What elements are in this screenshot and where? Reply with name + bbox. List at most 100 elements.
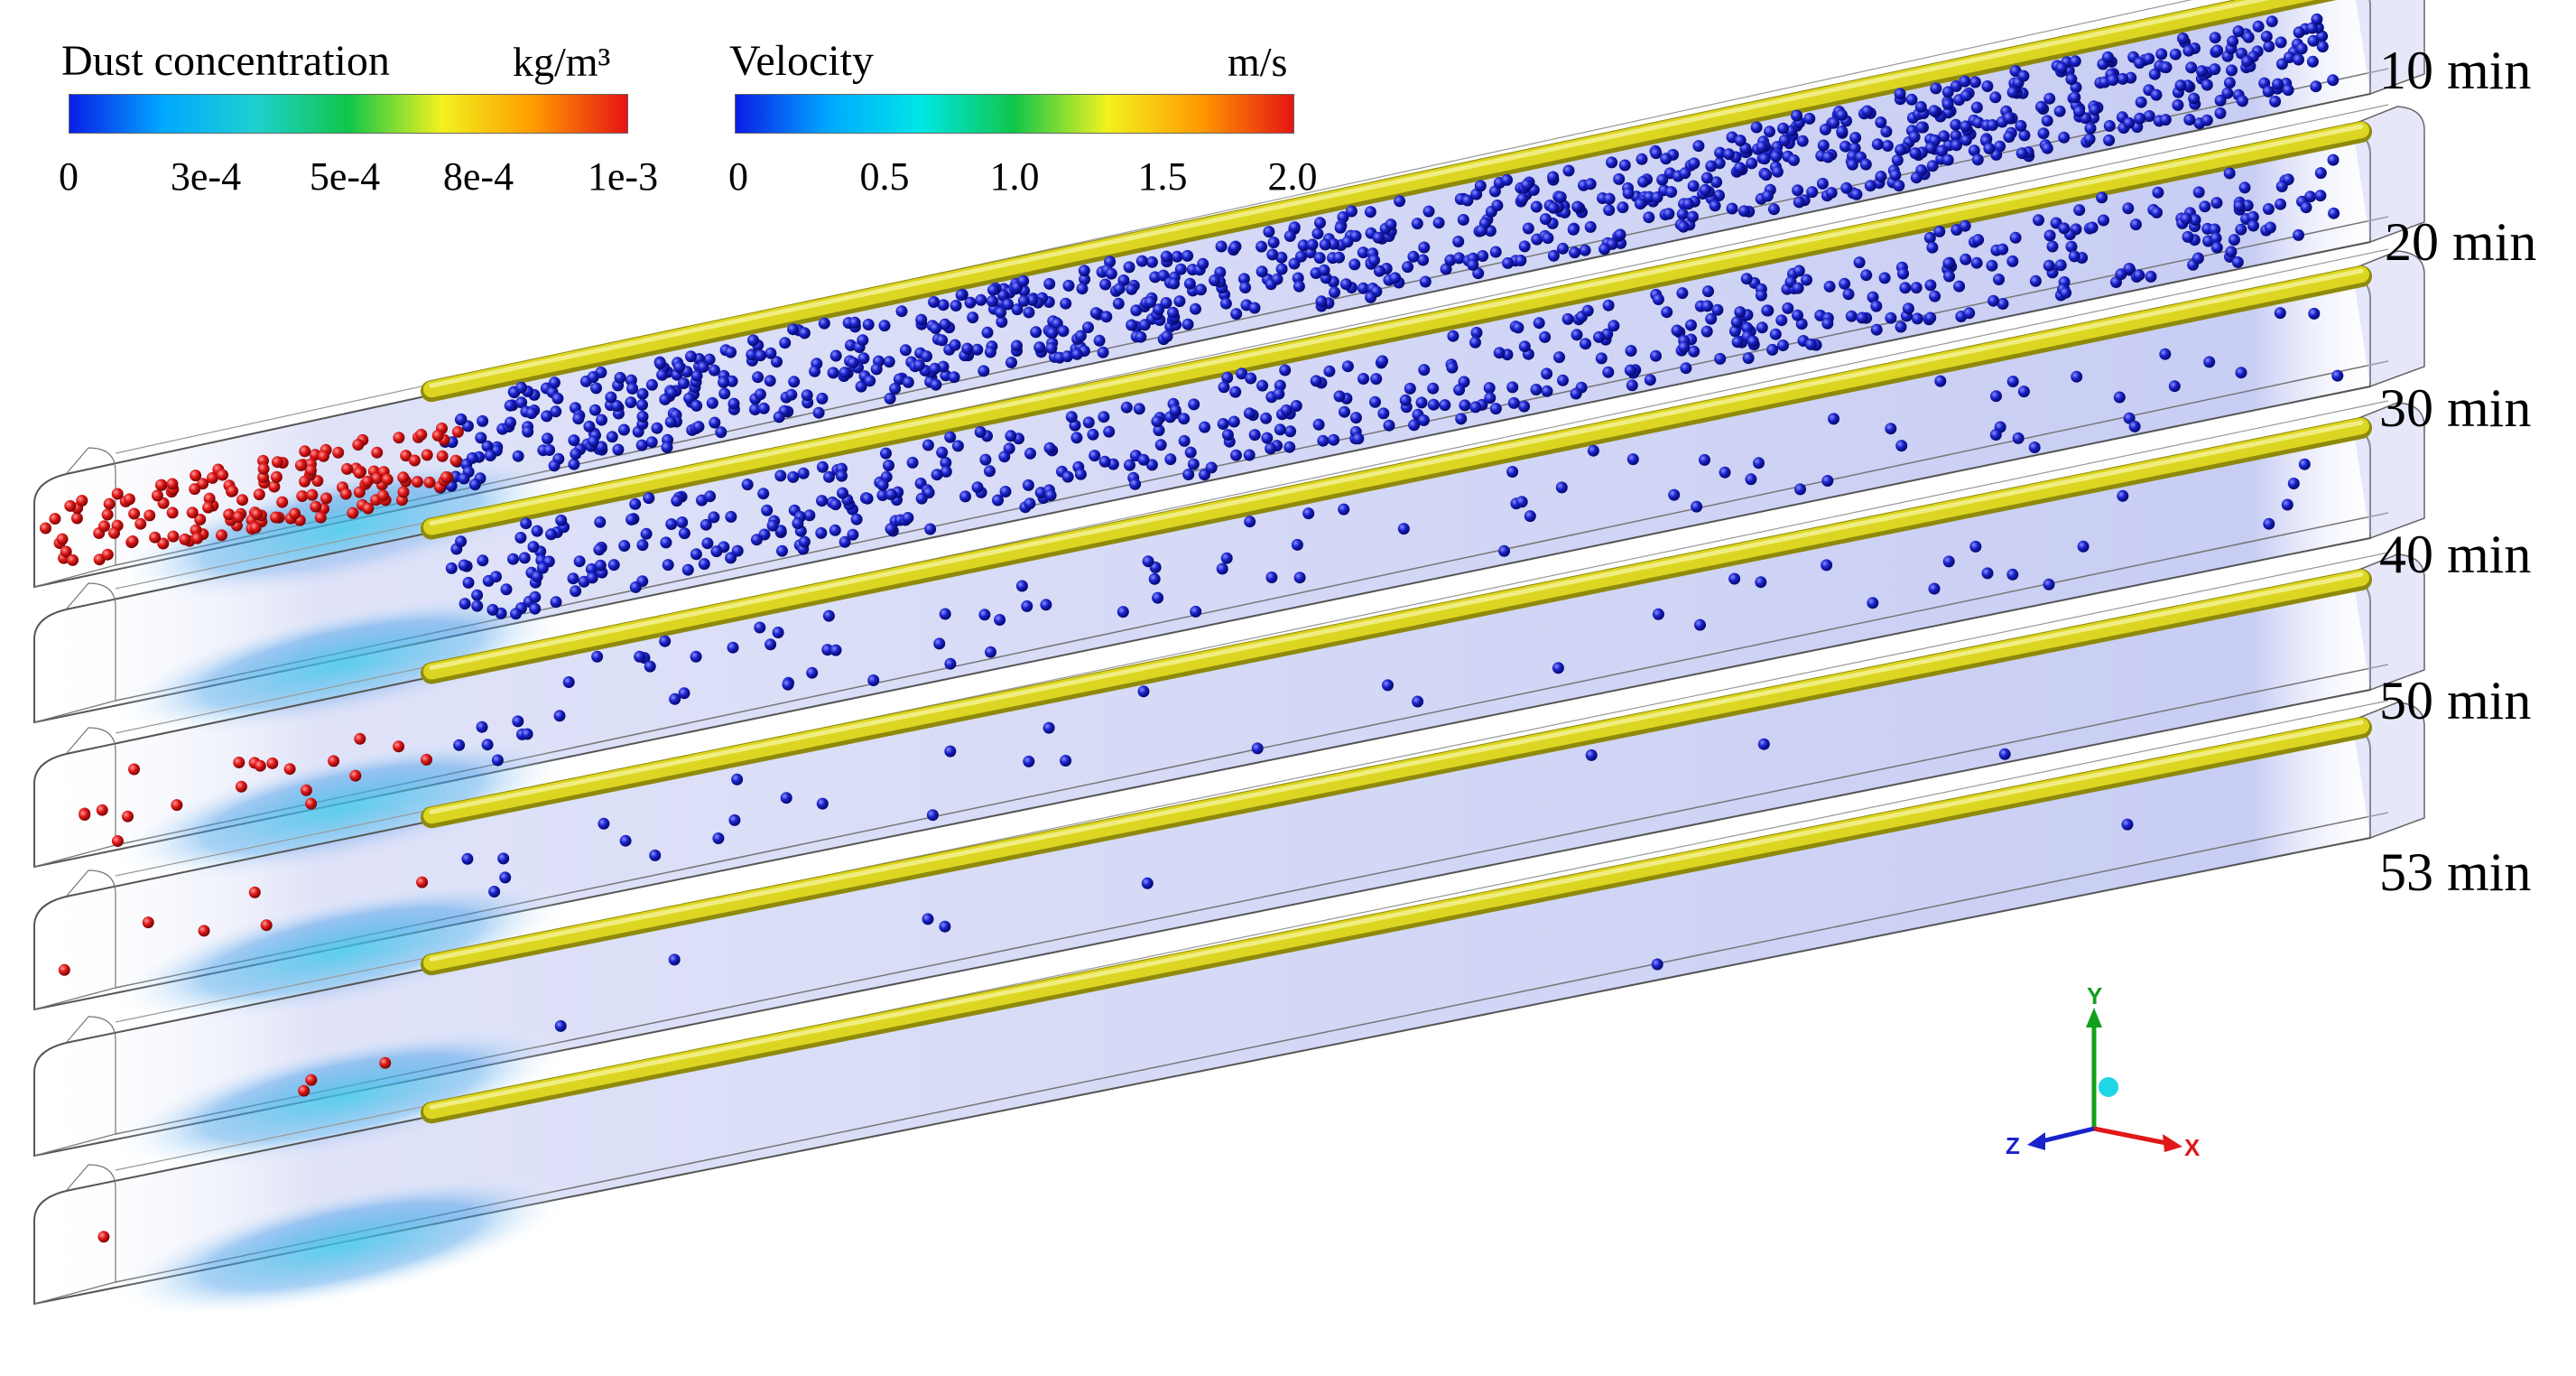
velocity-particle [964,296,977,309]
velocity-particle [643,492,655,505]
velocity-particle [1221,429,1234,442]
velocity-particle [1472,267,1485,280]
velocity-particle [847,357,859,369]
velocity-particle [2015,147,2028,160]
velocity-particle [1124,459,1135,471]
velocity-particle [612,443,625,456]
velocity-particle [1821,475,1834,487]
velocity-particle [1915,121,1928,134]
velocity-particle [895,305,908,318]
velocity-particle [2226,64,2238,77]
time-label-53: 53 min [2379,842,2532,902]
velocity-particle [1849,132,1862,144]
velocity-particle [936,334,949,347]
velocity-particle [1079,273,1091,285]
dust-particle [216,529,227,542]
velocity-particle [1622,187,1635,200]
velocity-particle [1598,243,1611,256]
velocity-particle [2046,240,2059,253]
velocity-particle [1256,240,1268,253]
velocity-particle [1686,210,1699,223]
velocity-particle [986,295,998,307]
velocity-particle [1209,274,1221,286]
dust-particle [171,799,183,812]
velocity-particle [518,552,531,564]
dust-particle [191,532,204,544]
velocity-particle [2086,221,2099,234]
velocity-particle [1015,580,1028,592]
velocity-particle [2073,106,2085,117]
velocity-particle [2293,26,2305,39]
velocity-particle [2117,489,2129,502]
velocity-particle [2041,142,2053,154]
velocity-particle [1775,314,1788,327]
velocity-particle [1518,400,1531,413]
velocity-particle [1547,249,1560,262]
velocity-particle [1791,109,1803,122]
velocity-particle [1099,278,1112,291]
velocity-particle [889,382,902,395]
velocity-particle [2069,91,2081,104]
velocity-particle [944,745,957,758]
dust-particle [415,428,428,441]
velocity-particle [1541,385,1553,397]
velocity-particle [1792,309,1803,321]
velocity-particle [1394,195,1406,208]
velocity-particle [1311,228,1324,240]
velocity-particle [606,431,618,443]
dust-particle [254,759,266,772]
velocity-particle [668,953,681,966]
velocity-particle [2327,153,2340,166]
dust-particle [227,485,238,497]
dust-particle [416,876,429,888]
velocity-particle [773,411,785,423]
velocity-particle [961,342,974,355]
velocity-particle [586,572,598,584]
velocity-particle [1498,544,1510,557]
velocity-particle [562,676,575,688]
velocity-particle [1676,208,1689,220]
velocity-particle [2089,104,2101,116]
velocity-particle [829,498,842,511]
time-label-20: 20 min [2385,212,2537,272]
velocity-particle [1557,242,1569,255]
velocity-particle [1758,153,1771,165]
velocity-particle [1924,142,1937,154]
velocity-particle [512,450,524,462]
velocity-particle [1625,345,1637,357]
velocity-particle [1491,200,1504,211]
velocity-particle [1792,282,1804,294]
velocity-particle [2311,13,2323,25]
dust-particle [235,780,247,793]
velocity-particle [2262,85,2275,98]
velocity-particle [2223,77,2236,89]
velocity-particle [514,532,527,544]
velocity-particle [1902,302,1914,315]
velocity-particle [490,571,502,583]
velocity-particle [718,387,731,400]
dust-particle [314,511,327,524]
velocity-particle [2282,84,2294,97]
velocity-particle [1265,442,1277,455]
velocity-particle [981,326,994,339]
velocity-particle [2053,105,2066,117]
dust-particle [318,450,329,462]
velocity-particle [1936,144,1948,157]
velocity-particle [2327,74,2340,87]
velocity-particle [1767,203,1780,216]
velocity-particle [1842,288,1855,301]
velocity-particle [2247,219,2259,232]
velocity-particle [1181,318,1194,330]
velocity-particle [1126,283,1138,295]
velocity-particle [1089,450,1101,462]
velocity-particle [1769,328,1782,340]
velocity-particle [545,528,558,541]
velocity-particle [617,423,630,436]
velocity-particle [2287,478,2300,489]
velocity-particle [926,809,939,822]
velocity-particle [1279,364,1292,377]
velocity-particle [1555,481,1568,494]
time-label-10: 10 min [2379,41,2532,100]
velocity-particle [1908,131,1921,144]
